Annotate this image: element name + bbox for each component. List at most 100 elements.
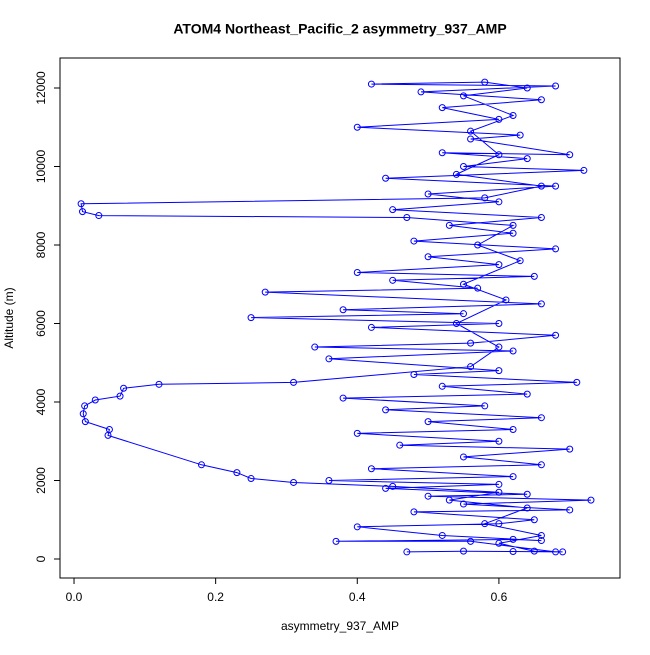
data-point <box>424 418 432 426</box>
data-point <box>438 531 446 539</box>
data-point <box>481 520 489 528</box>
x-tick-label: 0.6 <box>491 590 508 604</box>
data-point <box>261 288 269 296</box>
data-point <box>424 190 432 198</box>
data-point <box>120 384 128 392</box>
plot-box <box>59 57 621 579</box>
data-point <box>452 319 460 327</box>
data-point <box>417 88 425 96</box>
data-point <box>91 396 99 404</box>
data-point <box>247 475 255 483</box>
data-point <box>537 96 545 104</box>
data-point <box>566 506 574 514</box>
data-point <box>403 548 411 556</box>
data-point <box>509 535 517 543</box>
data-point <box>460 500 468 508</box>
data-point <box>438 382 446 390</box>
data-point <box>81 418 89 426</box>
data-point <box>460 310 468 318</box>
y-tick-label: 10000 <box>34 149 48 183</box>
data-point <box>79 410 87 418</box>
data-point <box>460 547 468 555</box>
data-point <box>424 253 432 261</box>
data-point <box>438 149 446 157</box>
data-point <box>537 461 545 469</box>
data-point <box>495 367 503 375</box>
data-point <box>467 135 475 143</box>
data-point <box>495 319 503 327</box>
data-point <box>509 111 517 119</box>
data-point <box>353 268 361 276</box>
data-point <box>353 523 361 531</box>
data-point <box>389 482 397 490</box>
data-point <box>367 465 375 473</box>
data-point <box>580 166 588 174</box>
data-point <box>410 371 418 379</box>
data-point <box>530 516 538 524</box>
x-tick-label: 0.2 <box>207 590 224 604</box>
data-point <box>587 496 595 504</box>
data-point <box>523 84 531 92</box>
data-point <box>403 214 411 222</box>
data-point <box>396 441 404 449</box>
data-point <box>495 343 503 351</box>
data-point <box>353 123 361 131</box>
data-point <box>79 208 87 216</box>
data-point <box>467 339 475 347</box>
data-point <box>523 390 531 398</box>
data-point <box>382 406 390 414</box>
data-point <box>552 182 560 190</box>
data-point <box>566 445 574 453</box>
data-point <box>481 194 489 202</box>
data-point <box>481 78 489 86</box>
data-point <box>509 229 517 237</box>
data-point <box>95 212 103 220</box>
data-point <box>410 237 418 245</box>
data-point <box>495 198 503 206</box>
data-point <box>438 104 446 112</box>
x-tick-label: 0.4 <box>349 590 366 604</box>
data-point <box>332 537 340 545</box>
data-point <box>495 539 503 547</box>
data-point <box>367 323 375 331</box>
data-point <box>509 473 517 481</box>
data-point <box>509 548 517 556</box>
y-tick-label: 12000 <box>34 71 48 105</box>
data-point <box>460 162 468 170</box>
data-point <box>389 276 397 284</box>
y-tick-label: 6000 <box>34 310 48 337</box>
data-point <box>509 347 517 355</box>
data-point <box>233 469 241 477</box>
x-tick-label: 0.0 <box>66 590 83 604</box>
y-tick-label: 8000 <box>34 231 48 258</box>
data-point <box>516 131 524 139</box>
data-point <box>445 221 453 229</box>
data-point <box>559 548 567 556</box>
data-point <box>155 380 163 388</box>
data-point <box>530 547 538 555</box>
data-point <box>339 394 347 402</box>
data-point <box>197 461 205 469</box>
data-point <box>367 80 375 88</box>
data-point <box>537 300 545 308</box>
data-point <box>452 170 460 178</box>
data-point <box>424 492 432 500</box>
data-point <box>460 453 468 461</box>
data-point <box>116 392 124 400</box>
data-point <box>552 548 560 556</box>
data-line <box>80 81 592 553</box>
data-point <box>537 214 545 222</box>
data-point <box>104 431 112 439</box>
data-point <box>389 206 397 214</box>
data-point <box>474 284 482 292</box>
data-point <box>495 261 503 269</box>
data-point <box>495 151 503 159</box>
data-point <box>495 115 503 123</box>
data-point <box>77 200 85 208</box>
data-point <box>467 127 475 135</box>
data-point <box>552 331 560 339</box>
data-point <box>537 537 545 545</box>
data-point <box>495 488 503 496</box>
data-point <box>523 504 531 512</box>
